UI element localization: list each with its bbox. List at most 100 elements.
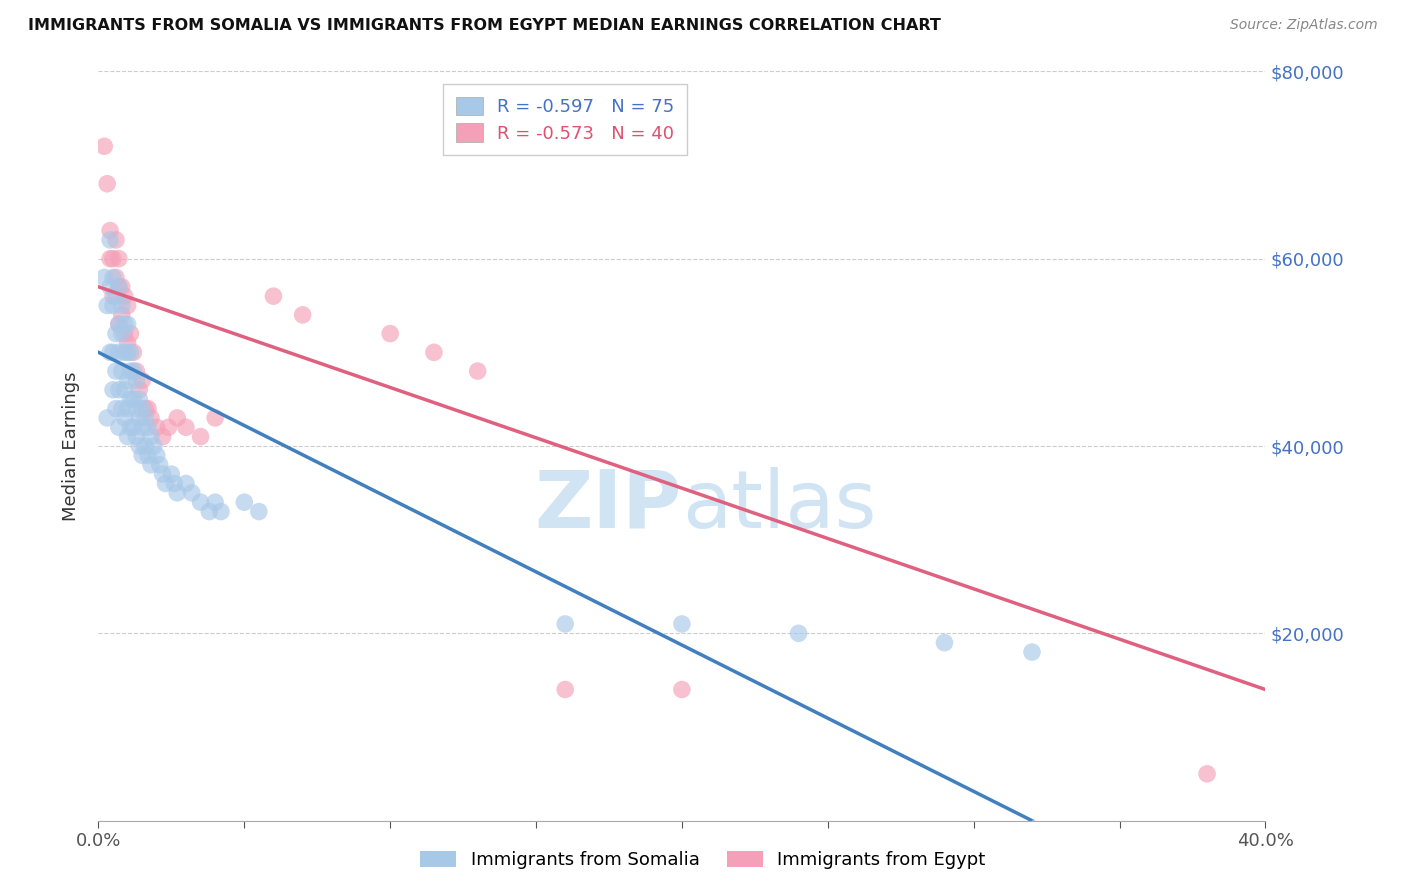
Point [787, 626, 810, 640]
Point [93, 270, 115, 285]
Point [122, 345, 145, 359]
Point [114, 345, 136, 359]
Point [122, 420, 145, 434]
Point [98, 345, 121, 359]
Point [120, 345, 142, 359]
Point [671, 617, 693, 632]
Point [101, 252, 124, 266]
Point [96, 177, 118, 191]
Point [114, 411, 136, 425]
Point [233, 495, 256, 509]
Point [108, 318, 131, 332]
Point [111, 308, 134, 322]
Point [117, 298, 139, 313]
Point [101, 270, 124, 285]
Point [111, 401, 134, 416]
Point [139, 411, 162, 425]
Point [125, 430, 148, 444]
Point [120, 420, 142, 434]
Point [120, 392, 142, 407]
Point [117, 430, 139, 444]
Point [104, 326, 127, 341]
Point [114, 326, 136, 341]
Text: ZIP: ZIP [534, 467, 682, 545]
Point [96, 298, 118, 313]
Point [152, 467, 174, 482]
Point [108, 280, 131, 294]
Point [160, 467, 183, 482]
Point [120, 364, 142, 378]
Point [131, 374, 153, 388]
Point [204, 411, 226, 425]
Point [128, 439, 150, 453]
Point [166, 411, 188, 425]
Point [114, 289, 136, 303]
Point [101, 289, 124, 303]
Point [98, 280, 121, 294]
Point [117, 401, 139, 416]
Point [157, 420, 180, 434]
Point [163, 476, 186, 491]
Point [180, 485, 202, 500]
Point [136, 449, 159, 463]
Point [128, 411, 150, 425]
Point [104, 364, 127, 378]
Text: atlas: atlas [682, 467, 876, 545]
Point [104, 270, 127, 285]
Point [554, 617, 576, 632]
Point [117, 336, 139, 351]
Point [1195, 767, 1218, 781]
Point [101, 298, 124, 313]
Point [554, 682, 576, 697]
Point [142, 439, 165, 453]
Point [108, 383, 131, 397]
Text: Source: ZipAtlas.com: Source: ZipAtlas.com [1230, 18, 1378, 32]
Point [108, 345, 131, 359]
Point [190, 430, 212, 444]
Point [134, 411, 156, 425]
Point [93, 139, 115, 153]
Point [209, 505, 232, 519]
Point [136, 401, 159, 416]
Point [380, 326, 402, 341]
Point [117, 345, 139, 359]
Point [125, 374, 148, 388]
Point [671, 682, 693, 697]
Point [98, 252, 121, 266]
Y-axis label: Median Earnings: Median Earnings [62, 371, 80, 521]
Point [166, 485, 188, 500]
Point [174, 420, 197, 434]
Point [108, 280, 131, 294]
Point [152, 430, 174, 444]
Point [134, 439, 156, 453]
Point [108, 318, 131, 332]
Point [131, 449, 153, 463]
Point [122, 364, 145, 378]
Point [128, 392, 150, 407]
Point [104, 289, 127, 303]
Point [120, 326, 142, 341]
Point [146, 449, 169, 463]
Point [139, 458, 162, 472]
Point [111, 326, 134, 341]
Point [262, 289, 284, 303]
Point [117, 318, 139, 332]
Point [117, 374, 139, 388]
Point [149, 458, 172, 472]
Point [139, 430, 162, 444]
Point [98, 223, 121, 237]
Point [122, 392, 145, 407]
Point [108, 420, 131, 434]
Point [111, 298, 134, 313]
Point [125, 364, 148, 378]
Point [108, 252, 131, 266]
Point [104, 233, 127, 247]
Point [423, 345, 446, 359]
Point [291, 308, 314, 322]
Point [101, 345, 124, 359]
Point [190, 495, 212, 509]
Point [247, 505, 270, 519]
Point [136, 420, 159, 434]
Point [1021, 645, 1043, 659]
Point [467, 364, 489, 378]
